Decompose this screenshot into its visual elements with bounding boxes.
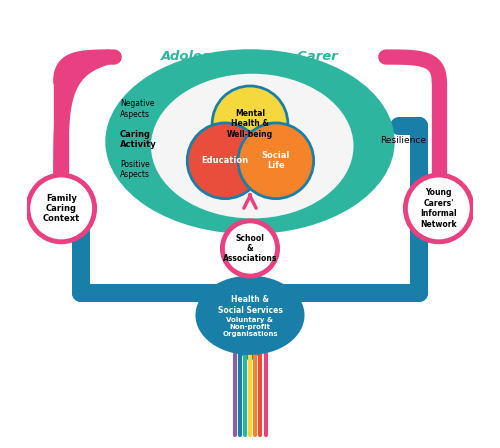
Circle shape	[238, 123, 314, 198]
Text: Resilience: Resilience	[380, 136, 426, 145]
Circle shape	[187, 123, 263, 198]
Text: Education: Education	[202, 156, 248, 165]
Ellipse shape	[196, 276, 304, 355]
Circle shape	[406, 175, 472, 242]
Text: School
&
Associations: School & Associations	[223, 233, 277, 263]
Circle shape	[28, 175, 94, 242]
Text: Adolescent Young Carer: Adolescent Young Carer	[161, 50, 339, 63]
Text: Social
Life: Social Life	[262, 151, 290, 171]
Circle shape	[222, 221, 278, 276]
Ellipse shape	[106, 49, 395, 234]
Circle shape	[212, 86, 288, 162]
Text: Negative
Aspects: Negative Aspects	[120, 99, 154, 119]
Text: Positive
Aspects: Positive Aspects	[120, 160, 150, 179]
Text: Voluntary &
Non-profit
Organisations: Voluntary & Non-profit Organisations	[222, 317, 278, 337]
Ellipse shape	[151, 74, 354, 219]
Text: Young
Carers'
Informal
Network: Young Carers' Informal Network	[420, 188, 457, 228]
Text: Family
Caring
Context: Family Caring Context	[42, 194, 80, 223]
Text: Caring
Activity: Caring Activity	[120, 130, 156, 149]
Text: Mental
Health &
Well-being: Mental Health & Well-being	[227, 109, 273, 139]
Text: Health &
Social Services: Health & Social Services	[218, 295, 282, 315]
